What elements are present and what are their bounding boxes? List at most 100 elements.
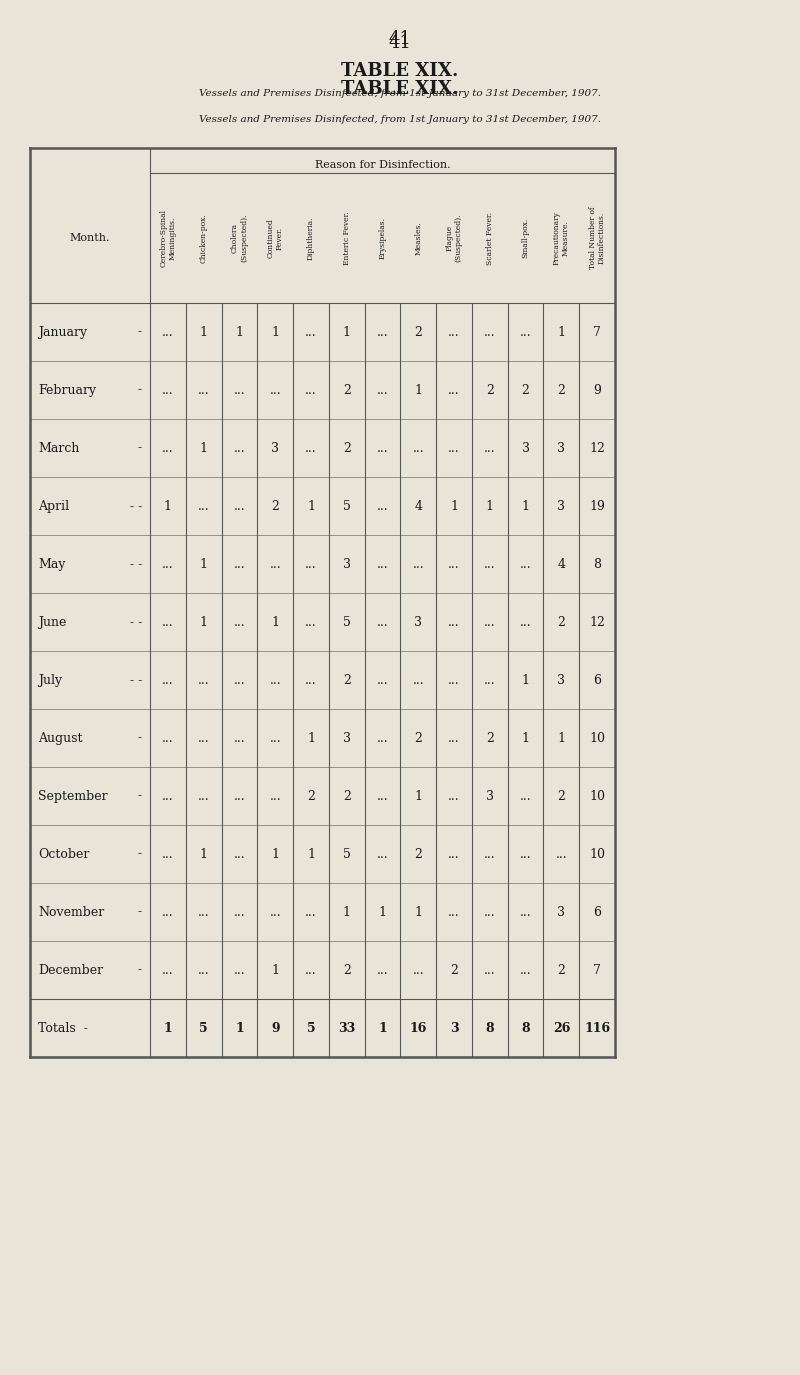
Text: January: January: [38, 326, 87, 338]
Text: ...: ...: [234, 789, 246, 803]
Text: ...: ...: [520, 964, 531, 976]
Text: 2: 2: [558, 384, 566, 396]
Text: ...: ...: [413, 964, 424, 976]
Text: 2: 2: [486, 384, 494, 396]
Text: ...: ...: [234, 616, 246, 628]
Text: 1: 1: [200, 616, 208, 628]
Text: ...: ...: [520, 906, 531, 918]
Text: 3: 3: [558, 441, 566, 455]
Text: Totals  -: Totals -: [38, 1022, 88, 1034]
Text: ...: ...: [198, 964, 210, 976]
Text: ...: ...: [377, 326, 388, 338]
Text: 1: 1: [414, 384, 422, 396]
Text: 3: 3: [558, 906, 566, 918]
Text: ...: ...: [484, 441, 496, 455]
Text: ...: ...: [448, 847, 460, 861]
Text: -: -: [138, 326, 142, 338]
Text: ...: ...: [234, 557, 246, 571]
Text: 6: 6: [593, 906, 601, 918]
Text: November: November: [38, 906, 104, 918]
Text: 1: 1: [307, 732, 315, 744]
Text: ...: ...: [234, 384, 246, 396]
Text: Erysipelas.: Erysipelas.: [378, 217, 386, 258]
Text: ...: ...: [448, 732, 460, 744]
Text: 5: 5: [342, 499, 350, 513]
Text: 2: 2: [342, 384, 350, 396]
Text: 1: 1: [558, 732, 566, 744]
Text: 1: 1: [307, 847, 315, 861]
Text: 1: 1: [235, 326, 243, 338]
Text: 3: 3: [486, 789, 494, 803]
Text: ...: ...: [162, 326, 174, 338]
Text: 33: 33: [338, 1022, 355, 1034]
Text: 16: 16: [410, 1022, 427, 1034]
Text: 1: 1: [414, 789, 422, 803]
Text: 3: 3: [450, 1022, 458, 1034]
Text: 1: 1: [378, 1022, 387, 1034]
Text: 3: 3: [522, 441, 530, 455]
Text: ...: ...: [448, 384, 460, 396]
Text: ...: ...: [198, 674, 210, 686]
Text: ...: ...: [198, 384, 210, 396]
Text: 41: 41: [389, 34, 411, 52]
Text: ...: ...: [162, 732, 174, 744]
Text: Vessels and Premises Disinfected, from 1st January to 31st December, 1907.: Vessels and Premises Disinfected, from 1…: [199, 116, 601, 124]
Text: 2: 2: [342, 789, 350, 803]
Text: ...: ...: [162, 847, 174, 861]
Text: Precautionary
Measure.: Precautionary Measure.: [553, 212, 570, 265]
Text: ...: ...: [270, 906, 281, 918]
Text: ...: ...: [377, 674, 388, 686]
Text: 2: 2: [522, 384, 530, 396]
Text: 1: 1: [522, 499, 530, 513]
Text: 1: 1: [486, 499, 494, 513]
Text: ...: ...: [305, 326, 317, 338]
Text: 2: 2: [558, 964, 566, 976]
Text: ...: ...: [448, 441, 460, 455]
Text: ...: ...: [270, 732, 281, 744]
Text: 8: 8: [486, 1022, 494, 1034]
Text: 116: 116: [584, 1022, 610, 1034]
Text: ...: ...: [198, 906, 210, 918]
Text: 1: 1: [342, 906, 350, 918]
Text: 1: 1: [200, 441, 208, 455]
Text: ...: ...: [555, 847, 567, 861]
Text: ...: ...: [162, 789, 174, 803]
Text: ...: ...: [377, 384, 388, 396]
Text: ...: ...: [448, 674, 460, 686]
Text: October: October: [38, 847, 90, 861]
Text: 4: 4: [558, 557, 566, 571]
Text: 12: 12: [589, 616, 605, 628]
Text: 2: 2: [414, 732, 422, 744]
Text: ...: ...: [234, 674, 246, 686]
Text: ...: ...: [234, 441, 246, 455]
Text: 2: 2: [271, 499, 279, 513]
Text: ...: ...: [484, 964, 496, 976]
Text: ...: ...: [234, 964, 246, 976]
Text: 1: 1: [378, 906, 386, 918]
Text: 10: 10: [589, 789, 605, 803]
Text: ...: ...: [198, 732, 210, 744]
Text: Plague
(Suspected).: Plague (Suspected).: [446, 213, 462, 263]
Text: ...: ...: [305, 964, 317, 976]
Text: 3: 3: [558, 674, 566, 686]
Text: ...: ...: [520, 847, 531, 861]
Text: ...: ...: [270, 789, 281, 803]
Text: Reason for Disinfection.: Reason for Disinfection.: [314, 160, 450, 169]
Text: ...: ...: [377, 789, 388, 803]
Text: 9: 9: [593, 384, 601, 396]
Text: April: April: [38, 499, 69, 513]
Text: Total Number of
Disinfections.: Total Number of Disinfections.: [589, 206, 606, 270]
Text: 19: 19: [589, 499, 605, 513]
Text: 2: 2: [486, 732, 494, 744]
Text: 7: 7: [593, 964, 601, 976]
Text: 2: 2: [307, 789, 315, 803]
Text: ...: ...: [162, 557, 174, 571]
Text: 2: 2: [414, 326, 422, 338]
Text: 3: 3: [342, 732, 350, 744]
Text: ...: ...: [377, 732, 388, 744]
Text: -: -: [138, 789, 142, 803]
Text: July: July: [38, 674, 62, 686]
Text: 2: 2: [558, 789, 566, 803]
Text: ...: ...: [162, 964, 174, 976]
Text: -: -: [138, 964, 142, 976]
